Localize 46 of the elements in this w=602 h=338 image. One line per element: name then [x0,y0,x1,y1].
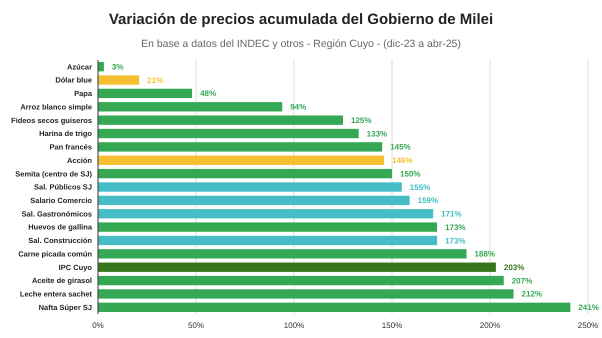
data-label: 94% [290,102,306,112]
data-label: 150% [400,169,420,178]
bar [98,115,343,125]
bar [98,276,504,286]
data-label: 48% [200,89,216,98]
x-tick-label: 100% [284,321,304,330]
data-label: 145% [390,142,411,152]
data-label: 173% [445,222,466,232]
bar [98,75,140,85]
x-tick-label: 150% [382,321,402,330]
bar [98,156,384,165]
bar [98,222,438,232]
data-label: 241% [578,303,599,312]
bar [98,62,104,72]
chart-title: Variación de precios acumulada del Gobierno de Milei [108,11,494,28]
data-label: 3% [112,62,124,72]
data-label: 173% [445,236,466,246]
x-tick-label: 250% [578,321,598,330]
data-label: 171% [441,210,462,219]
data-label: 133% [366,129,388,138]
bar [98,102,282,112]
data-label: 207% [512,276,532,286]
bar [98,289,514,299]
bar [98,88,192,98]
bar [98,249,466,259]
data-label: 203% [504,263,524,272]
chart-subtitle: En base a datos del INDEC y otros - Región Cuyo - (dic-23 a abr-25) [141,38,461,50]
x-tick-label: 0% [92,321,104,330]
data-label: 212% [522,290,542,299]
bar [98,182,402,192]
x-tick-label: 200% [480,321,500,330]
data-label: 125% [351,116,372,125]
data-label: 21% [147,76,164,85]
bar [98,196,410,206]
bar [98,209,434,218]
data-label: 155% [410,182,430,192]
bar [98,168,392,178]
bar [98,236,438,246]
bar [98,262,496,272]
data-label: 188% [474,250,495,259]
x-tick-label: 50% [188,321,204,330]
bar [98,302,570,312]
bar [98,142,382,152]
bar [98,128,359,138]
data-label: 159% [418,196,438,206]
data-label: 146% [392,156,413,166]
